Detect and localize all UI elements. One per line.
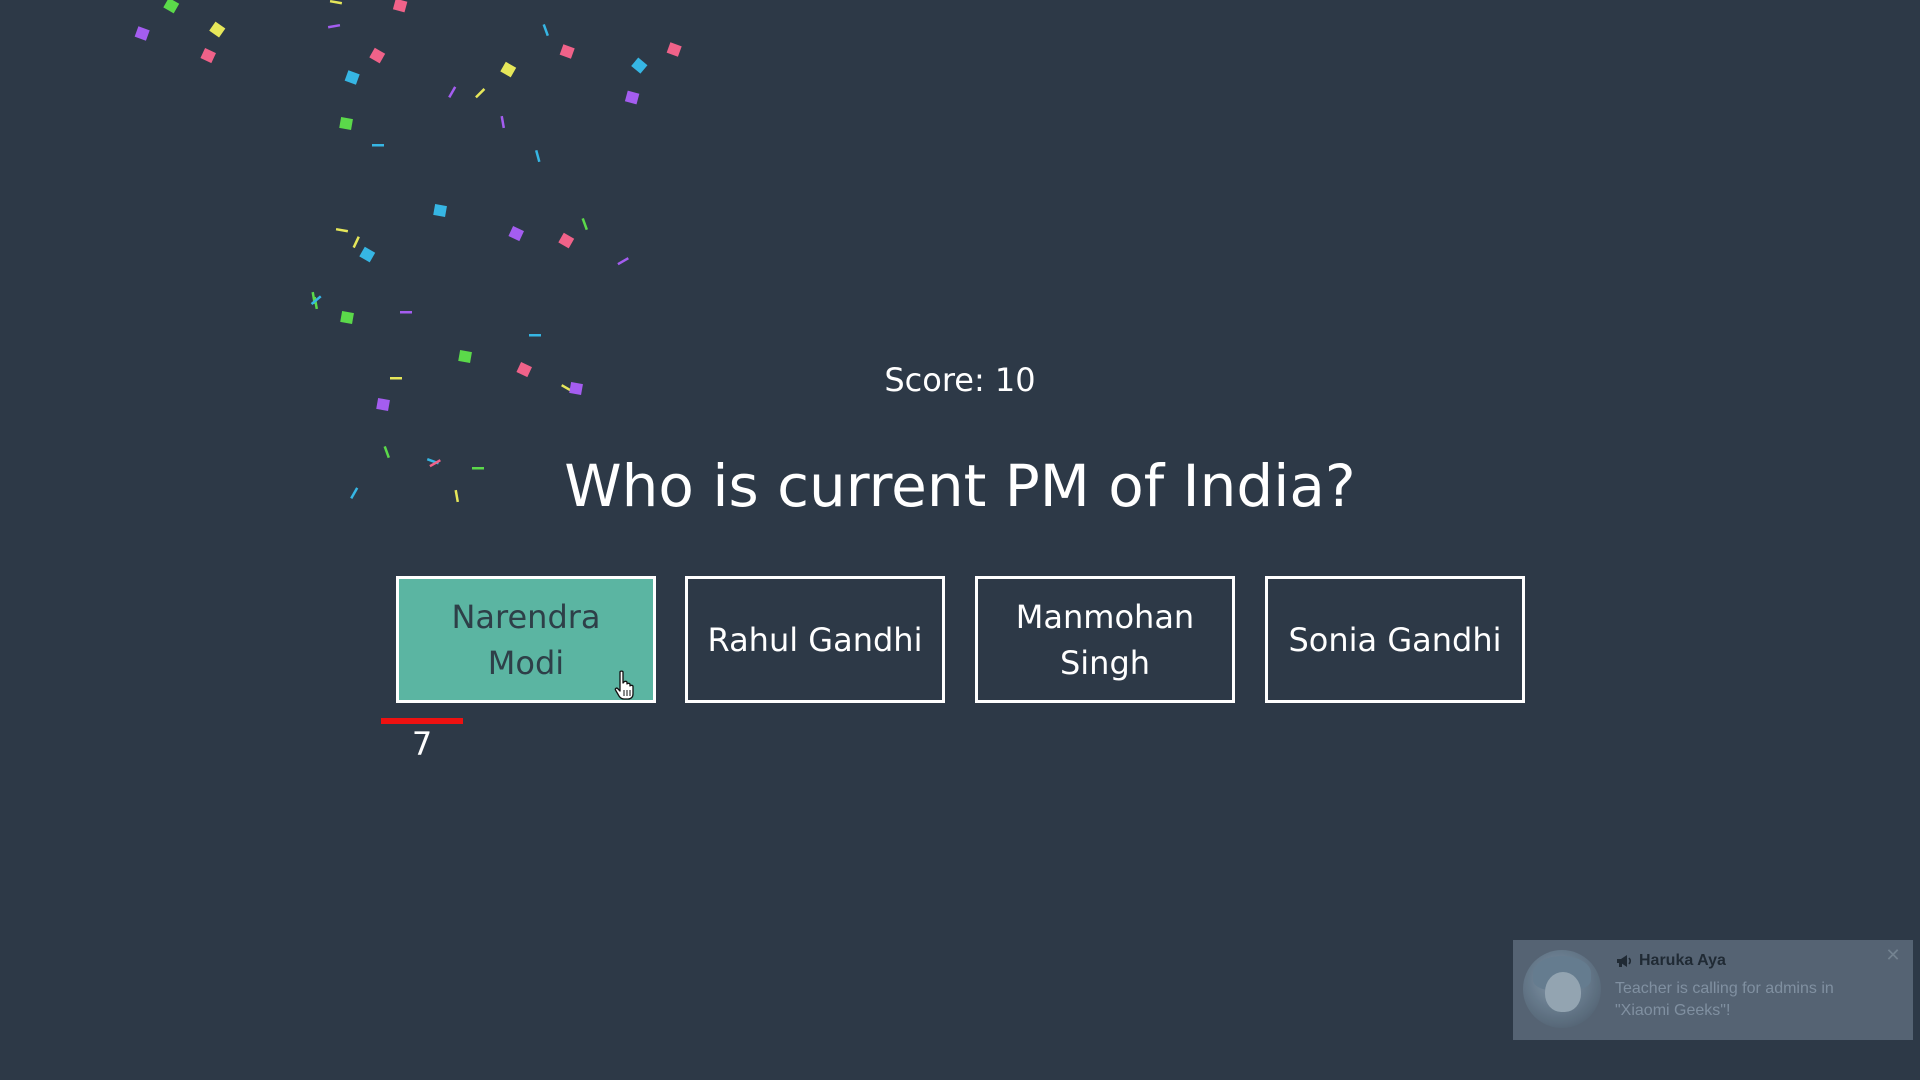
confetti-piece: [454, 489, 460, 503]
timer-progress-fill: [381, 718, 463, 724]
megaphone-icon: [1617, 955, 1632, 967]
confetti-piece: [352, 236, 360, 249]
confetti-piece: [429, 459, 441, 468]
confetti-piece: [448, 86, 457, 98]
confetti-piece: [569, 382, 583, 395]
confetti-piece: [559, 44, 575, 59]
notification-toast[interactable]: Haruka Aya Teacher is calling for admins…: [1513, 940, 1913, 1040]
confetti-piece: [666, 42, 682, 57]
confetti-piece: [534, 149, 541, 163]
confetti-piece: [134, 26, 150, 41]
answer-option-rahul-gandhi[interactable]: Rahul Gandhi: [685, 576, 945, 703]
question-text: Who is current PM of India?: [564, 452, 1356, 520]
confetti-piece: [508, 226, 524, 242]
confetti-piece: [631, 57, 648, 74]
answer-options: Narendra Modi Rahul Gandhi Manmohan Sing…: [396, 576, 1525, 703]
confetti-piece: [500, 115, 506, 129]
confetti-piece: [340, 311, 354, 324]
hand-pointer-cursor-icon: [614, 670, 634, 700]
confetti-piece: [624, 90, 640, 105]
answer-option-narendra-modi[interactable]: Narendra Modi: [396, 576, 656, 703]
confetti-piece: [458, 350, 472, 363]
notification-message: Teacher is calling for admins in "Xiaomi…: [1615, 980, 1834, 1019]
notification-header: Haruka Aya: [1615, 950, 1726, 972]
confetti-piece: [581, 218, 588, 231]
close-icon[interactable]: ✕: [1885, 945, 1901, 966]
answer-option-sonia-gandhi[interactable]: Sonia Gandhi: [1265, 576, 1525, 703]
score-label: Score: 10: [884, 361, 1036, 399]
notification-sender: Haruka Aya: [1639, 952, 1726, 969]
confetti-piece: [350, 487, 359, 499]
confetti-piece: [383, 446, 390, 459]
confetti-piece: [400, 311, 412, 314]
confetti-piece: [516, 362, 532, 378]
confetti-piece: [335, 227, 349, 233]
confetti-piece: [558, 232, 575, 249]
confetti-piece: [372, 144, 384, 147]
confetti-piece: [310, 295, 322, 306]
confetti-piece: [327, 23, 341, 29]
confetti-piece: [529, 334, 541, 337]
confetti-piece: [376, 398, 390, 411]
confetti-piece: [163, 0, 180, 14]
confetti-celebration: [134, 0, 682, 503]
confetti-piece: [344, 70, 360, 85]
confetti-piece: [475, 88, 486, 99]
confetti-piece: [200, 48, 216, 64]
confetti-piece: [392, 0, 408, 13]
confetti-piece: [339, 117, 353, 130]
confetti-piece: [369, 47, 386, 64]
confetti-piece: [617, 257, 629, 266]
timer-progress-bar: [381, 718, 463, 724]
confetti-piece: [542, 24, 549, 37]
timer-countdown: 7: [411, 725, 433, 763]
confetti-piece: [472, 467, 484, 470]
confetti-piece: [359, 246, 376, 263]
avatar: [1523, 950, 1601, 1028]
confetti-piece: [329, 0, 343, 5]
answer-option-manmohan-singh[interactable]: Manmohan Singh: [975, 576, 1235, 703]
confetti-piece: [390, 377, 402, 380]
confetti-piece: [209, 21, 226, 38]
confetti-piece: [433, 204, 447, 217]
confetti-piece: [500, 61, 517, 78]
